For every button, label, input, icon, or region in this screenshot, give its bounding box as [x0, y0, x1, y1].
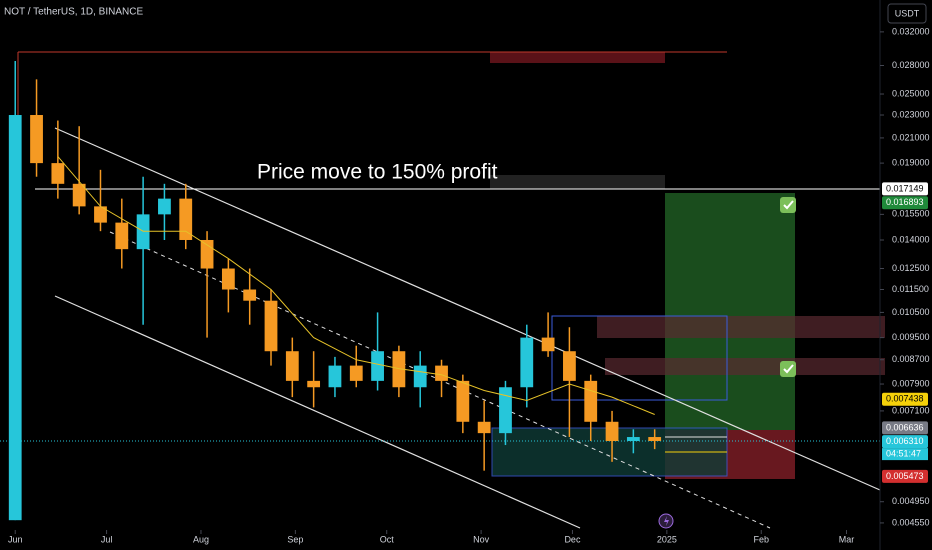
y-tick-label: 0.009500 — [892, 332, 930, 342]
y-tick-label: 0.012500 — [892, 263, 930, 273]
price-label: 0.006636 — [886, 422, 924, 432]
candle-body — [72, 183, 86, 207]
y-tick-label: 0.028000 — [892, 60, 930, 70]
candle-body — [30, 115, 43, 164]
y-tick-label: 0.007100 — [892, 405, 930, 415]
candle-body — [307, 380, 321, 388]
candle-body — [94, 206, 107, 223]
candle-body — [605, 421, 619, 442]
check-mark — [783, 364, 794, 374]
candle-body — [264, 300, 278, 352]
check-icon — [780, 361, 796, 377]
price-label-box — [882, 196, 928, 210]
x-tick-label: 2025 — [657, 534, 677, 544]
candle-body — [456, 380, 470, 422]
x-tick-label: Jul — [101, 534, 113, 544]
resistance-zone — [597, 316, 885, 338]
candle-body — [200, 239, 214, 269]
y-tick-label: 0.025000 — [892, 88, 930, 98]
x-tick-label: Mar — [839, 534, 855, 544]
candle-body — [243, 289, 257, 301]
countdown-box — [882, 448, 928, 461]
channel-line — [54, 127, 881, 491]
x-tick-label: Aug — [193, 534, 209, 544]
resistance-zone — [605, 358, 885, 375]
candle-body — [541, 337, 555, 352]
candle-body — [51, 163, 65, 184]
candle-body — [285, 351, 299, 381]
range-box — [551, 315, 728, 401]
y-tick-label: 0.014000 — [892, 234, 930, 244]
price-label-box — [882, 421, 928, 435]
candle-body — [563, 351, 576, 381]
price-label-box — [882, 469, 928, 483]
candle-body — [115, 222, 129, 250]
candle-body — [349, 365, 363, 381]
y-tick-label: 0.023000 — [892, 109, 930, 119]
annotation: Price move to 150% profit — [257, 161, 498, 184]
check-mark — [783, 200, 794, 210]
x-tick-label: Oct — [380, 534, 395, 544]
candle-body — [435, 365, 448, 381]
currency-button[interactable] — [887, 3, 927, 24]
candle-body — [371, 351, 384, 381]
x-tick-label: Feb — [753, 534, 769, 544]
y-tick-label: 0.021000 — [892, 132, 930, 142]
price-label: 0.005473 — [886, 471, 924, 481]
y-tick-label: 0.008700 — [892, 354, 930, 364]
candle-body — [413, 365, 427, 388]
zone — [490, 52, 665, 63]
x-tick-label: Dec — [564, 534, 581, 544]
y-tick-label: 0.019000 — [892, 157, 930, 167]
currency-button-label: USDT — [895, 8, 920, 18]
y-tick-label: 0.010500 — [892, 307, 930, 317]
candle-body — [158, 198, 171, 215]
candle-body — [499, 387, 512, 434]
candle-body — [648, 437, 662, 442]
profit-zone — [665, 193, 795, 430]
price-label-box — [882, 392, 928, 406]
check-icon — [780, 197, 796, 213]
channel-line — [54, 295, 581, 529]
countdown: 04:51:47 — [886, 448, 921, 458]
price-label: 0.016893 — [886, 197, 924, 207]
x-tick-label: Nov — [473, 534, 490, 544]
event-icon-bolt — [664, 516, 669, 526]
y-tick-label: 0.007900 — [892, 378, 930, 388]
candle-body — [221, 268, 235, 290]
moving-average — [57, 156, 655, 415]
x-tick-label: Jun — [8, 534, 23, 544]
price-label-box — [882, 182, 928, 196]
candle-body — [328, 365, 342, 388]
y-tick-label: 0.004550 — [892, 517, 930, 527]
y-tick-label: 0.011500 — [892, 284, 929, 294]
y-tick-label: 0.032000 — [892, 26, 930, 36]
candle-body — [392, 351, 406, 388]
candle-body — [520, 337, 534, 388]
candle-body — [136, 214, 150, 250]
y-tick-label: 0.015500 — [892, 209, 930, 219]
price-label: 0.007438 — [886, 394, 924, 404]
candle-body — [477, 421, 491, 434]
price-label-box — [882, 435, 928, 449]
price-label: 0.017149 — [886, 183, 924, 193]
marks — [8, 61, 662, 521]
candle-body — [626, 437, 640, 442]
candle-body — [584, 380, 598, 422]
candle-body — [179, 198, 193, 240]
y-tick-label: 0.004950 — [892, 496, 930, 506]
candle-body — [8, 115, 22, 521]
x-tick-label: Sep — [287, 534, 303, 544]
zone — [490, 175, 665, 189]
price-label: 0.006310 — [886, 436, 924, 446]
chart-title: NOT / TetherUS, 1D, BINANCE — [4, 7, 143, 18]
